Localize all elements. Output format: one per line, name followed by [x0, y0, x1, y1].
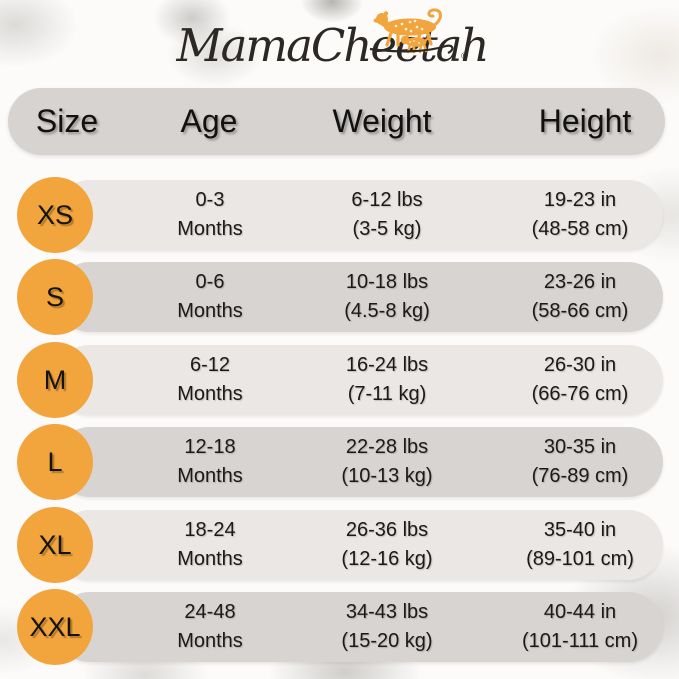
age-range: 24-48: [184, 601, 236, 623]
size-label: S: [45, 281, 64, 312]
age-range: 0-6: [195, 271, 225, 293]
weight-cell: 10-18 lbs (4.5-8 kg): [287, 262, 487, 332]
age-unit: Months: [177, 630, 243, 652]
size-label: L: [47, 446, 63, 477]
table-row-xs: XS 0-3 Months 6-12 lbs (3-5 kg) 19-23 in…: [0, 177, 679, 253]
height-cm: (76-89 cm): [531, 465, 629, 487]
brand-name: MamaCheetah: [176, 19, 488, 72]
height-cell: 23-26 in (58-66 cm): [480, 262, 679, 332]
weight-lbs: 26-36 lbs: [345, 519, 429, 541]
size-badge: L: [17, 424, 93, 500]
age-cell: 12-18 Months: [110, 427, 310, 497]
age-unit: Months: [177, 300, 243, 322]
header-age: Age: [180, 103, 238, 139]
size-badge: S: [17, 259, 93, 335]
size-label: M: [43, 364, 67, 395]
age-cell: 6-12 Months: [110, 345, 310, 415]
age-unit: Months: [177, 383, 243, 405]
weight-kg: (4.5-8 kg): [344, 300, 430, 322]
weight-cell: 34-43 lbs (15-20 kg): [287, 592, 487, 662]
table-row-s: S 0-6 Months 10-18 lbs (4.5-8 kg) 23-26 …: [0, 259, 679, 335]
weight-kg: (15-20 kg): [341, 630, 433, 652]
row-pill: [55, 510, 663, 580]
size-badge: M: [17, 342, 93, 418]
age-unit: Months: [177, 218, 243, 240]
weight-kg: (10-13 kg): [341, 465, 433, 487]
table-header: Size Age Weight Height: [8, 88, 665, 155]
age-cell: 24-48 Months: [110, 592, 310, 662]
weight-cell: 16-24 lbs (7-11 kg): [287, 345, 487, 415]
logo-flourish: [369, 44, 454, 55]
age-range: 6-12: [189, 354, 231, 376]
age-range: 0-3: [195, 189, 225, 211]
height-cm: (48-58 cm): [531, 218, 629, 240]
mamacheetah-logo: MamaCheetah: [176, 8, 489, 72]
height-in: 23-26 in: [543, 271, 617, 293]
age-unit: Months: [177, 465, 243, 487]
height-cell: 19-23 in (48-58 cm): [480, 180, 679, 250]
weight-lbs: 10-18 lbs: [345, 271, 429, 293]
age-range: 12-18: [184, 436, 236, 458]
weight-lbs: 16-24 lbs: [345, 354, 429, 376]
size-badge: XXL: [17, 589, 93, 665]
size-label: XS: [36, 199, 74, 230]
height-cell: 40-44 in (101-111 cm): [480, 592, 679, 662]
height-cm: (101-111 cm): [522, 630, 638, 652]
height-cell: 26-30 in (66-76 cm): [480, 345, 679, 415]
table-row-m: M 6-12 Months 16-24 lbs (7-11 kg) 26-30 …: [0, 342, 679, 418]
row-pill: [55, 262, 663, 332]
header-height: Height: [538, 103, 632, 139]
weight-cell: 22-28 lbs (10-13 kg): [287, 427, 487, 497]
weight-lbs: 34-43 lbs: [345, 601, 429, 623]
row-pill: [55, 180, 663, 250]
height-in: 19-23 in: [543, 189, 617, 211]
weight-cell: 6-12 lbs (3-5 kg): [287, 180, 487, 250]
size-label: XXL: [29, 611, 81, 642]
age-cell: 0-3 Months: [110, 180, 310, 250]
height-cell: 35-40 in (89-101 cm): [480, 510, 679, 580]
height-cm: (89-101 cm): [526, 548, 634, 570]
height-cm: (58-66 cm): [531, 300, 629, 322]
weight-kg: (7-11 kg): [347, 383, 427, 405]
header-size: Size: [35, 103, 99, 139]
height-in: 26-30 in: [543, 354, 617, 376]
height-in: 40-44 in: [543, 601, 617, 623]
registered-trademark: ®: [460, 52, 469, 62]
height-cell: 30-35 in (76-89 cm): [480, 427, 679, 497]
height-cm: (66-76 cm): [531, 383, 629, 405]
row-pill: [55, 345, 663, 415]
size-badge: XL: [17, 507, 93, 583]
table-row-xxl: XXL 24-48 Months 34-43 lbs (15-20 kg) 40…: [0, 589, 679, 665]
table-row-xl: XL 18-24 Months 26-36 lbs (12-16 kg) 35-…: [0, 507, 679, 583]
row-pill: [55, 427, 663, 497]
height-in: 35-40 in: [543, 519, 617, 541]
size-label: XL: [38, 529, 72, 560]
table-row-l: L 12-18 Months 22-28 lbs (10-13 kg) 30-3…: [0, 424, 679, 500]
size-badge: XS: [17, 177, 93, 253]
weight-cell: 26-36 lbs (12-16 kg): [287, 510, 487, 580]
weight-kg: (12-16 kg): [341, 548, 433, 570]
age-cell: 0-6 Months: [110, 262, 310, 332]
age-unit: Months: [177, 548, 243, 570]
height-in: 30-35 in: [543, 436, 617, 458]
age-range: 18-24: [184, 519, 236, 541]
weight-lbs: 22-28 lbs: [345, 436, 429, 458]
header-weight: Weight: [332, 103, 432, 139]
weight-kg: (3-5 kg): [352, 218, 422, 240]
age-cell: 18-24 Months: [110, 510, 310, 580]
weight-lbs: 6-12 lbs: [351, 189, 423, 211]
row-pill: [55, 592, 663, 662]
